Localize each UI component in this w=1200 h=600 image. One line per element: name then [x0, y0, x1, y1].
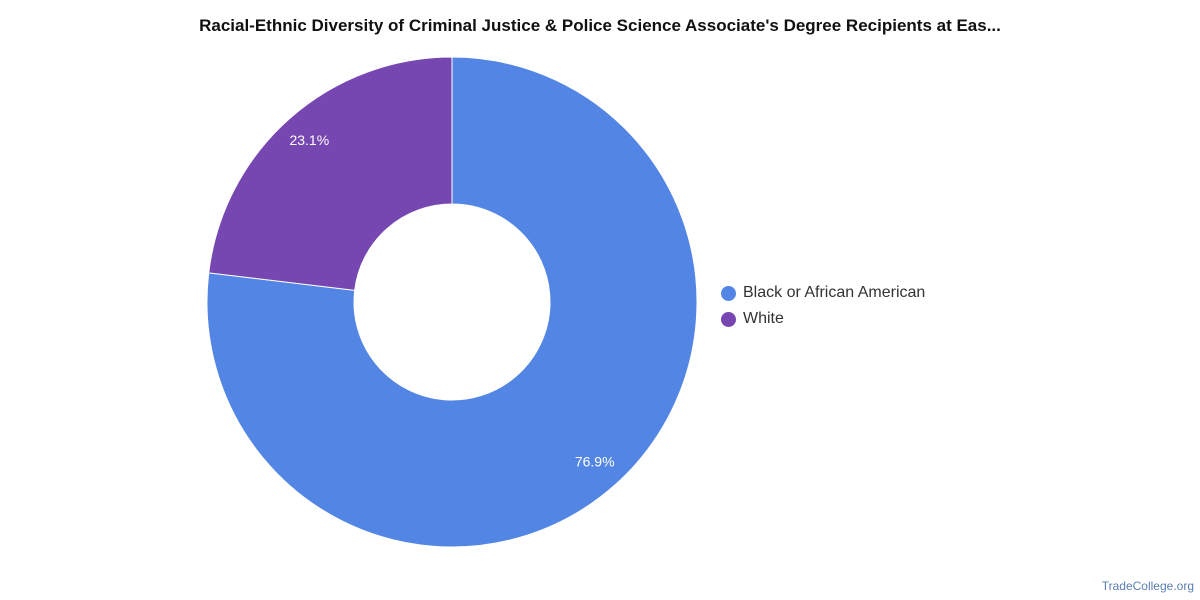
slice-white[interactable] [208, 56, 453, 291]
chart-title: Racial-Ethnic Diversity of Criminal Just… [199, 16, 1001, 35]
legend-swatch-icon [721, 285, 736, 301]
legend-label: White [743, 310, 784, 327]
slice-black-or-african-american[interactable] [206, 56, 698, 548]
slice-label-white: 23.1% [289, 132, 329, 148]
chart-legend: Black or African American White [721, 280, 925, 332]
legend-swatch-icon [721, 311, 736, 327]
slice-label-black-or-african-american: 76.9% [575, 454, 615, 470]
legend-label: Black or African American [743, 284, 926, 301]
source-credit-link[interactable]: TradeCollege.org [1101, 579, 1194, 593]
legend-item-black-or-african-american[interactable]: Black or African American [721, 280, 925, 306]
legend-item-white[interactable]: White [721, 306, 925, 332]
